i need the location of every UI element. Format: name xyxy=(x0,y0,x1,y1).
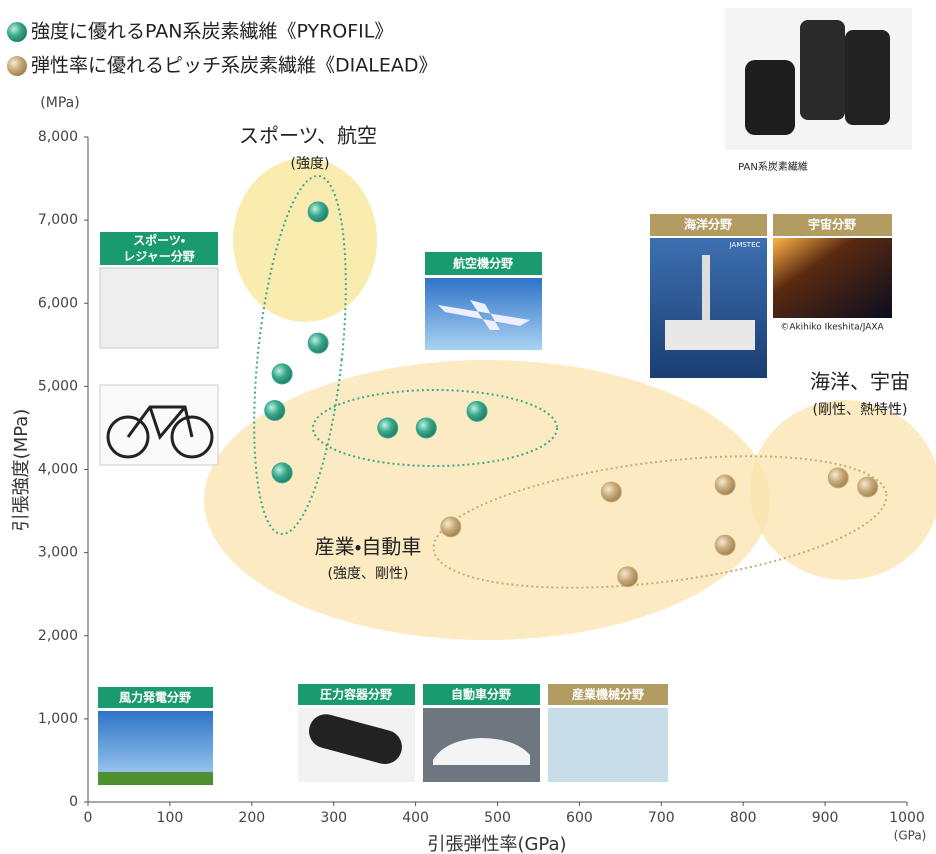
y-axis-title: 引張強度(MPa) xyxy=(11,409,32,532)
photo-label: 宇宙分野 xyxy=(808,217,856,232)
photo-label: 航空機分野 xyxy=(453,256,513,271)
x-tick-label: 1000 xyxy=(889,810,925,826)
point xyxy=(440,516,462,538)
annotation: スポーツ、航空 xyxy=(239,124,377,148)
label-box xyxy=(100,232,218,265)
point xyxy=(415,417,437,439)
credit: JAMSTEC xyxy=(729,241,761,249)
photo xyxy=(745,60,795,135)
x-tick-label: 400 xyxy=(402,810,429,826)
y-tick-label: 3,000 xyxy=(38,545,78,561)
label-box xyxy=(650,214,767,236)
photo-label: 産業機械分野 xyxy=(572,687,644,702)
legend-marker xyxy=(7,56,27,76)
y-tick-label: 6,000 xyxy=(38,295,78,311)
photo xyxy=(773,238,892,318)
region-industry xyxy=(204,360,770,640)
y-tick-label: 5,000 xyxy=(38,378,78,394)
x-axis-title: 引張弾性率(GPa) xyxy=(427,834,566,854)
photo xyxy=(702,255,710,320)
x-tick-label: 200 xyxy=(238,810,265,826)
point xyxy=(600,481,622,503)
point xyxy=(714,474,736,496)
point xyxy=(307,201,329,223)
photos: PAN系炭素繊維 スポーツ・ レジャー分野 航空機分野 海洋分野 JAMSTEC… xyxy=(98,8,912,785)
group-outline xyxy=(312,389,558,467)
legend-label: 弾性率に優れるピッチ系炭素繊維《DIALEAD》 xyxy=(31,55,437,77)
point xyxy=(714,534,736,556)
photo-label: 圧力容器分野 xyxy=(320,687,392,702)
photo xyxy=(106,415,150,459)
x-tick-label: 0 xyxy=(84,810,93,826)
photo xyxy=(438,300,530,330)
legend-label: 強度に優れるPAN系炭素繊維《PYROFIL》 xyxy=(31,21,393,43)
point xyxy=(271,363,293,385)
photo xyxy=(845,30,890,125)
x-tick-label: 300 xyxy=(320,810,347,826)
region-sports xyxy=(233,158,377,322)
photo xyxy=(99,384,219,466)
y-tick-label: 7,000 xyxy=(38,212,78,228)
label-box xyxy=(298,684,415,705)
label-box xyxy=(425,252,542,275)
photo xyxy=(98,772,213,785)
legend-marker xyxy=(7,22,27,42)
x-tick-label: 900 xyxy=(812,810,839,826)
photo xyxy=(665,320,755,350)
photo xyxy=(548,708,668,782)
photo xyxy=(126,405,194,441)
x-tick-label: 700 xyxy=(648,810,675,826)
y-tick-label: 8,000 xyxy=(38,129,78,145)
photo-label: レジャー分野 xyxy=(123,249,194,264)
point xyxy=(264,399,286,421)
point xyxy=(617,566,639,588)
photo xyxy=(425,278,542,350)
annotation: (強度) xyxy=(291,156,330,172)
photo-label: スポーツ・ xyxy=(133,233,185,248)
label-box xyxy=(98,687,213,708)
photo xyxy=(800,20,845,120)
y-tick-label: 0 xyxy=(69,794,78,810)
photo xyxy=(433,738,530,765)
point xyxy=(827,467,849,489)
label-box xyxy=(548,684,668,705)
point xyxy=(377,417,399,439)
photo xyxy=(170,415,214,459)
point xyxy=(307,332,329,354)
point xyxy=(466,400,488,422)
annotation: 海洋、宇宙 xyxy=(810,370,910,394)
x-unit: (GPa) xyxy=(894,829,927,843)
region-marine xyxy=(750,400,936,580)
label-box xyxy=(773,214,892,236)
y-tick-label: 1,000 xyxy=(38,711,78,727)
caption: PAN系炭素繊維 xyxy=(738,160,808,173)
photo-label: 自動車分野 xyxy=(451,687,511,702)
point xyxy=(271,462,293,484)
point xyxy=(857,476,879,498)
photo xyxy=(309,714,402,765)
y-tick-label: 4,000 xyxy=(38,462,78,478)
photo-label: 海洋分野 xyxy=(684,217,732,232)
regions xyxy=(204,158,936,640)
x-tick-label: 100 xyxy=(157,810,184,826)
x-tick-label: 600 xyxy=(566,810,593,826)
label-box xyxy=(423,684,540,705)
annotation: 産業・自動車 xyxy=(315,535,422,559)
y-tick-label: 2,000 xyxy=(38,628,78,644)
annotation: (剛性、熱特性) xyxy=(813,402,908,418)
region-labels: スポーツ、航空 (強度) 産業・自動車 (強度、剛性) 海洋、宇宙 (剛性、熱特… xyxy=(239,124,910,583)
credit: ©Akihiko Ikeshita/JAXA xyxy=(780,323,884,333)
group-outline xyxy=(253,174,347,536)
photo-label: 風力発電分野 xyxy=(119,690,191,705)
x-tick-label: 800 xyxy=(730,810,757,826)
photo xyxy=(99,267,219,349)
annotation: (強度、剛性) xyxy=(328,566,409,582)
y-unit: (MPa) xyxy=(40,95,79,111)
x-tick-label: 500 xyxy=(484,810,511,826)
group-outline xyxy=(432,455,888,589)
